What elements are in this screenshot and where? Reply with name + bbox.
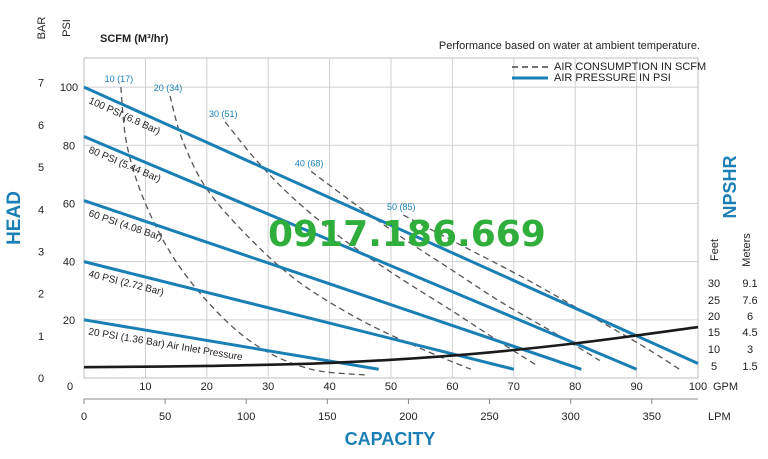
gpm-tick-label: 90 — [630, 381, 642, 393]
pressure-line — [83, 318, 379, 371]
lpm-tick-label: 250 — [480, 411, 498, 423]
bar-tick-label: 2 — [38, 289, 44, 301]
y-axis-title: HEAD — [4, 191, 25, 245]
bar-tick-label: 1 — [38, 331, 44, 343]
lpm-tick-label: 0 — [81, 411, 87, 423]
gpm-tick-label: 80 — [569, 381, 581, 393]
feet-axis-label: Feet — [709, 239, 721, 261]
bar-tick-label: 7 — [38, 78, 44, 90]
legend-label: AIR CONSUMPTION IN SCFM — [554, 61, 706, 73]
psi-axis-label: PSI — [61, 19, 73, 37]
psi-tick-label: 100 — [60, 82, 78, 94]
gpm-unit-label: GPM — [713, 381, 738, 393]
gpm-tick-label: 50 — [385, 381, 397, 393]
meter-tick-label: 7.6 — [742, 295, 757, 307]
scfm-header: SCFM (M³/hr) — [100, 33, 169, 45]
air-consumption-curve — [224, 121, 539, 367]
lpm-tick-label: 150 — [318, 411, 336, 423]
psi-tick-label: 40 — [63, 257, 75, 269]
pressure-line — [83, 85, 699, 365]
meter-tick-label: 3 — [747, 344, 753, 356]
bar-tick-label: 5 — [38, 162, 44, 174]
gpm-tick-label: 20 — [201, 381, 213, 393]
bar-tick-label: 4 — [38, 204, 44, 216]
npshr-axis-title: NPSHR — [720, 155, 740, 218]
gpm-tick-label: 100 — [689, 381, 707, 393]
pressure-line — [83, 199, 582, 371]
gpm-tick-label: 70 — [508, 381, 520, 393]
air-consumption-label: 50 (85) — [387, 202, 416, 212]
meter-tick-label: 9.1 — [742, 278, 757, 290]
chart-title: Performance based on water at ambient te… — [439, 40, 700, 52]
air-consumption-curve — [120, 87, 367, 376]
air-consumption-label: 30 (51) — [209, 109, 238, 119]
bar-tick-label: 3 — [38, 246, 44, 258]
feet-tick-label: 25 — [708, 295, 720, 307]
meter-tick-label: 1.5 — [742, 361, 757, 373]
bar-tick-label: 0 — [38, 373, 44, 385]
lpm-tick-label: 300 — [561, 411, 579, 423]
gpm-tick-label: 40 — [323, 381, 335, 393]
legend-label: AIR PRESSURE IN PSI — [554, 72, 671, 84]
pressure-line — [83, 135, 638, 371]
feet-tick-label: 20 — [708, 311, 720, 323]
npshr-curve — [83, 325, 699, 369]
feet-tick-label: 5 — [711, 361, 717, 373]
psi-tick-label: 80 — [63, 140, 75, 152]
air-consumption-label: 10 (17) — [105, 74, 134, 84]
feet-tick-label: 30 — [708, 278, 720, 290]
meters-axis-label: Meters — [741, 233, 753, 267]
pressure-line — [83, 260, 515, 371]
meter-tick-label: 4.5 — [742, 327, 757, 339]
psi-tick-label: 20 — [63, 315, 75, 327]
air-consumption-label: 40 (68) — [295, 158, 324, 168]
lpm-tick-label: 100 — [237, 411, 255, 423]
feet-tick-label: 10 — [708, 344, 720, 356]
lpm-tick-label: 350 — [643, 411, 661, 423]
bar-axis-label: BAR — [36, 17, 48, 40]
watermark-phone: 0917.186.669 — [268, 214, 546, 255]
gpm-tick-label: 0 — [67, 381, 73, 393]
lpm-unit-label: LPM — [708, 411, 731, 423]
bar-tick-label: 6 — [38, 120, 44, 132]
psi-tick-label: 60 — [63, 198, 75, 210]
gpm-tick-label: 60 — [446, 381, 458, 393]
gpm-tick-label: 30 — [262, 381, 274, 393]
gpm-tick-label: 10 — [139, 381, 151, 393]
lpm-tick-label: 200 — [399, 411, 417, 423]
lpm-tick-label: 50 — [159, 411, 171, 423]
air-consumption-curve — [402, 214, 680, 370]
meter-tick-label: 6 — [747, 311, 753, 323]
x-axis-title: CAPACITY — [345, 429, 436, 449]
feet-tick-label: 15 — [708, 327, 720, 339]
air-consumption-label: 20 (34) — [154, 83, 183, 93]
